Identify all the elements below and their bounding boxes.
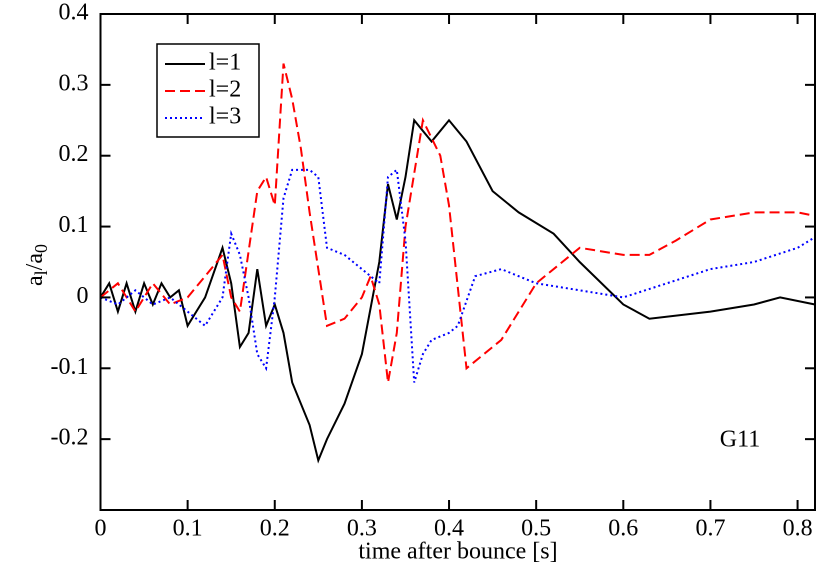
y-label-part: a [22, 275, 48, 286]
legend-label: l=3 [209, 104, 241, 130]
y-tick-label: -0.2 [51, 425, 89, 451]
y-axis-label: al/a0 [22, 244, 52, 286]
x-tick-label: 0 [95, 516, 107, 542]
y-tick-label: 0 [77, 283, 89, 309]
x-tick-label: 0.3 [347, 516, 377, 542]
x-tick-label: 0.6 [608, 516, 638, 542]
y-tick-label: 0.1 [59, 212, 89, 238]
y-tick-label: 0.3 [59, 70, 89, 96]
y-label-part: /a [22, 253, 48, 271]
x-tick-label: 0.1 [173, 516, 203, 542]
y-tick-label: 0.2 [59, 141, 89, 167]
legend-label: l=2 [209, 77, 241, 103]
x-axis-label: time after bounce [s] [358, 539, 557, 565]
y-tick-label: 0.4 [59, 0, 89, 26]
series-line [99, 63, 816, 383]
series-line [99, 117, 816, 464]
series-line [100, 167, 816, 383]
legend: l=1l=2l=3 [156, 43, 260, 138]
x-tick-label: 0.7 [695, 516, 725, 542]
x-tick-label: 0.8 [783, 516, 813, 542]
legend-label: l=1 [209, 50, 241, 76]
y-label-part: l [31, 270, 51, 275]
x-tick-label: 0.5 [521, 516, 551, 542]
annotation: G11 [720, 427, 760, 453]
y-label-part: 0 [31, 244, 51, 253]
x-tick-label: 0.4 [434, 516, 464, 542]
y-tick-label: -0.1 [51, 354, 89, 380]
plot-frame [99, 13, 816, 511]
x-tick-label: 0.2 [260, 516, 290, 542]
